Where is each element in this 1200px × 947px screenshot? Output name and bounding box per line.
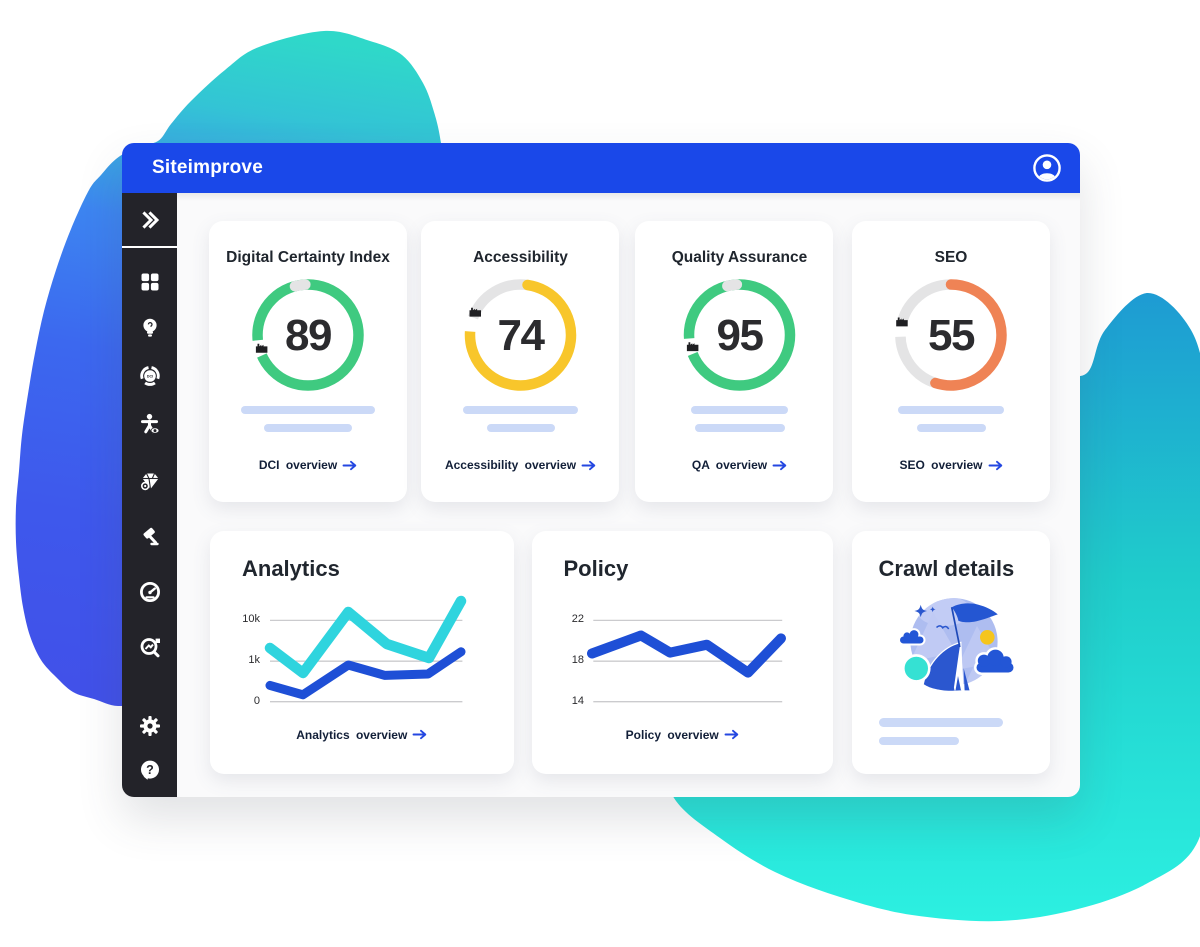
svg-text:DCI: DCI <box>146 374 152 378</box>
svg-text:?: ? <box>146 763 154 777</box>
